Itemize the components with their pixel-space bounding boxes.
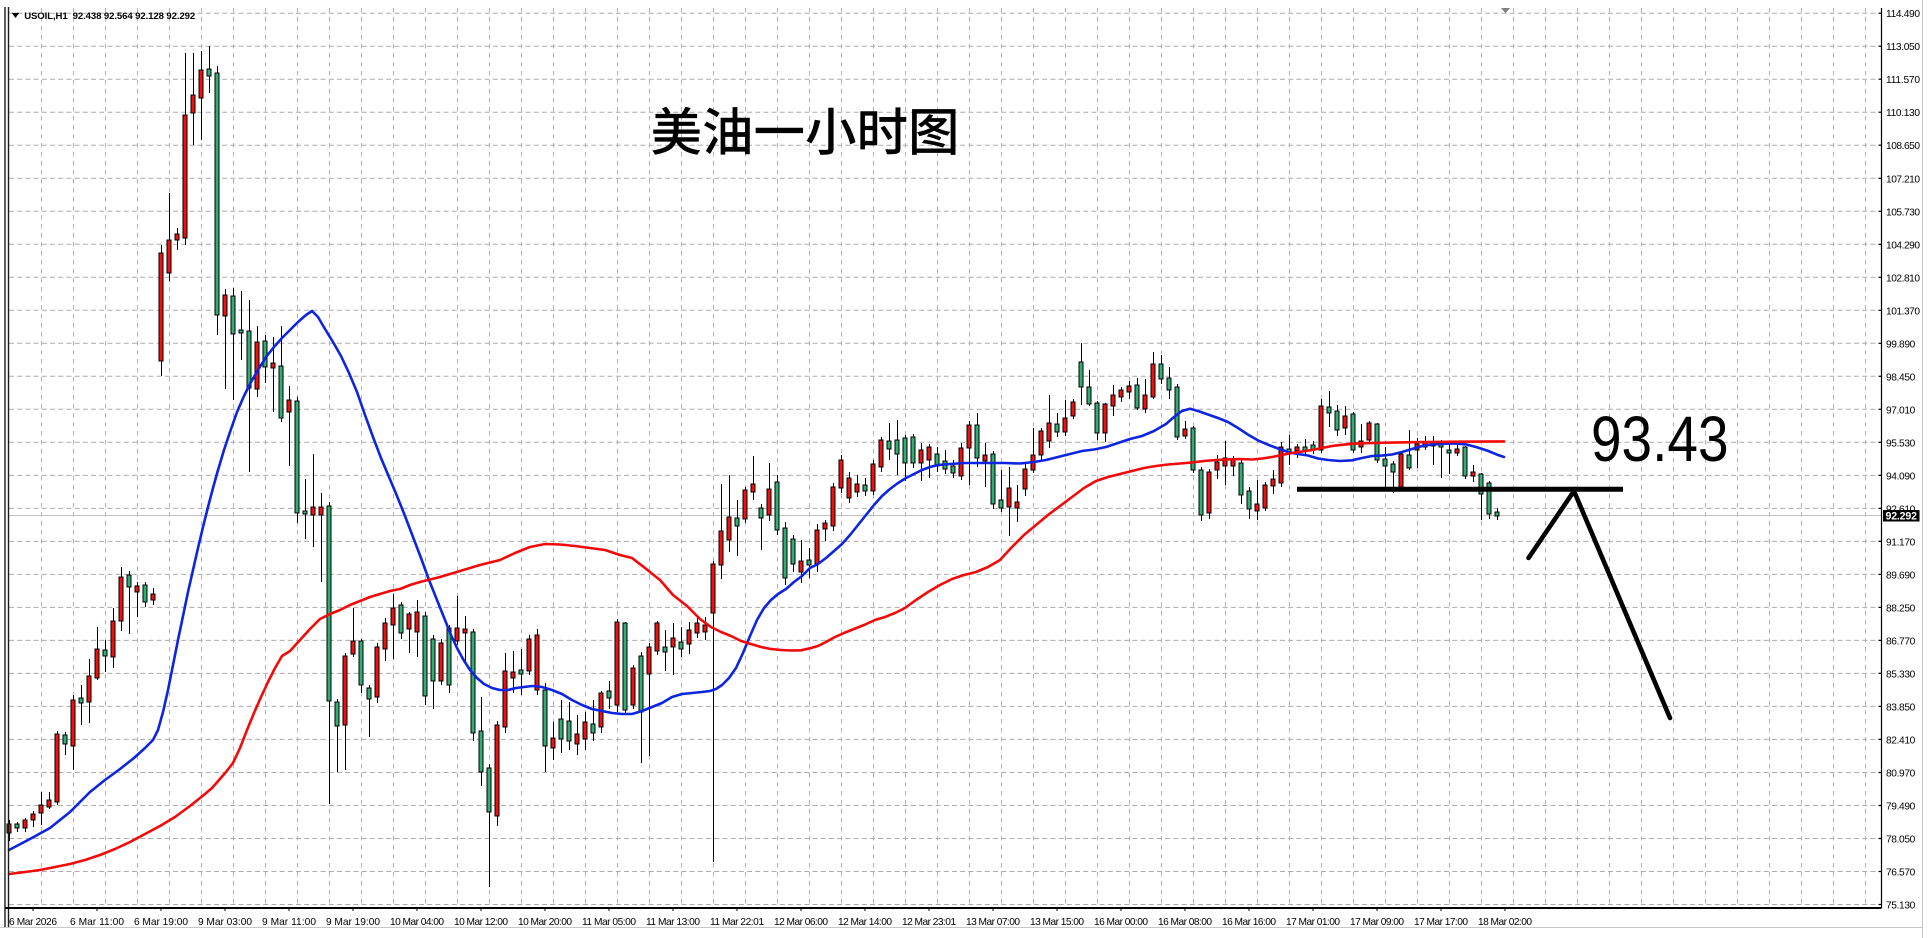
svg-text:9 Mar 03:00: 9 Mar 03:00 bbox=[198, 917, 252, 928]
svg-text:75.130: 75.130 bbox=[1886, 901, 1916, 912]
svg-text:114.490: 114.490 bbox=[1886, 9, 1920, 20]
svg-text:17 Mar 01:00: 17 Mar 01:00 bbox=[1286, 917, 1340, 928]
svg-text:10 Mar 04:00: 10 Mar 04:00 bbox=[390, 917, 444, 928]
svg-text:99.890: 99.890 bbox=[1886, 339, 1916, 350]
svg-text:83.850: 83.850 bbox=[1886, 702, 1916, 713]
svg-text:110.130: 110.130 bbox=[1886, 108, 1920, 119]
svg-text:16 Mar 00:00: 16 Mar 00:00 bbox=[1094, 917, 1148, 928]
svg-text:80.970: 80.970 bbox=[1886, 769, 1916, 780]
svg-text:108.650: 108.650 bbox=[1886, 141, 1920, 152]
svg-text:92.610: 92.610 bbox=[1886, 504, 1916, 515]
svg-text:105.730: 105.730 bbox=[1886, 207, 1920, 218]
svg-text:13 Mar 15:00: 13 Mar 15:00 bbox=[1030, 917, 1084, 928]
svg-text:97.010: 97.010 bbox=[1886, 405, 1916, 416]
svg-text:17 Mar 09:00: 17 Mar 09:00 bbox=[1350, 917, 1404, 928]
svg-text:13 Mar 07:00: 13 Mar 07:00 bbox=[966, 917, 1020, 928]
svg-text:18 Mar 02:00: 18 Mar 02:00 bbox=[1478, 917, 1532, 928]
svg-text:111.570: 111.570 bbox=[1886, 75, 1920, 86]
svg-text:16 Mar 08:00: 16 Mar 08:00 bbox=[1158, 917, 1212, 928]
svg-text:102.810: 102.810 bbox=[1886, 273, 1920, 284]
svg-text:6 Mar 11:00: 6 Mar 11:00 bbox=[70, 917, 124, 928]
svg-text:79.490: 79.490 bbox=[1886, 802, 1916, 813]
svg-text:12 Mar 23:01: 12 Mar 23:01 bbox=[902, 917, 956, 928]
svg-text:104.290: 104.290 bbox=[1886, 240, 1920, 251]
svg-text:11 Mar 22:01: 11 Mar 22:01 bbox=[710, 917, 764, 928]
svg-text:USOIL,H1 92.438 92.564 92.128: USOIL,H1 92.438 92.564 92.128 92.292 bbox=[24, 11, 195, 22]
svg-text:94.090: 94.090 bbox=[1886, 471, 1916, 482]
svg-text:78.050: 78.050 bbox=[1886, 835, 1916, 846]
svg-text:11 Mar 05:00: 11 Mar 05:00 bbox=[582, 917, 636, 928]
svg-text:98.450: 98.450 bbox=[1886, 372, 1916, 383]
svg-text:76.570: 76.570 bbox=[1886, 868, 1916, 879]
svg-text:6 Mar 19:00: 6 Mar 19:00 bbox=[134, 917, 188, 928]
svg-text:107.210: 107.210 bbox=[1886, 174, 1920, 185]
svg-text:101.370: 101.370 bbox=[1886, 306, 1920, 317]
svg-text:95.530: 95.530 bbox=[1886, 438, 1916, 449]
svg-text:11 Mar 13:00: 11 Mar 13:00 bbox=[646, 917, 700, 928]
svg-text:10 Mar 20:00: 10 Mar 20:00 bbox=[518, 917, 572, 928]
svg-text:12 Mar 14:00: 12 Mar 14:00 bbox=[838, 917, 892, 928]
svg-text:12 Mar 06:00: 12 Mar 06:00 bbox=[774, 917, 828, 928]
svg-text:10 Mar 12:00: 10 Mar 12:00 bbox=[454, 917, 508, 928]
svg-text:113.050: 113.050 bbox=[1886, 42, 1920, 53]
svg-text:82.410: 82.410 bbox=[1886, 735, 1916, 746]
svg-text:85.330: 85.330 bbox=[1886, 669, 1916, 680]
svg-text:92.292: 92.292 bbox=[1886, 511, 1918, 523]
svg-text:9 Mar 11:00: 9 Mar 11:00 bbox=[262, 917, 316, 928]
svg-text:9 Mar 19:00: 9 Mar 19:00 bbox=[326, 917, 380, 928]
svg-text:89.690: 89.690 bbox=[1886, 570, 1916, 581]
svg-text:91.170: 91.170 bbox=[1886, 537, 1916, 548]
svg-text:86.770: 86.770 bbox=[1886, 636, 1916, 647]
svg-text:6 Mar 2026: 6 Mar 2026 bbox=[9, 917, 57, 928]
svg-text:16 Mar 16:00: 16 Mar 16:00 bbox=[1222, 917, 1276, 928]
svg-text:88.250: 88.250 bbox=[1886, 603, 1916, 614]
svg-text:93.43: 93.43 bbox=[1591, 403, 1729, 475]
svg-text:17 Mar 17:00: 17 Mar 17:00 bbox=[1414, 917, 1468, 928]
